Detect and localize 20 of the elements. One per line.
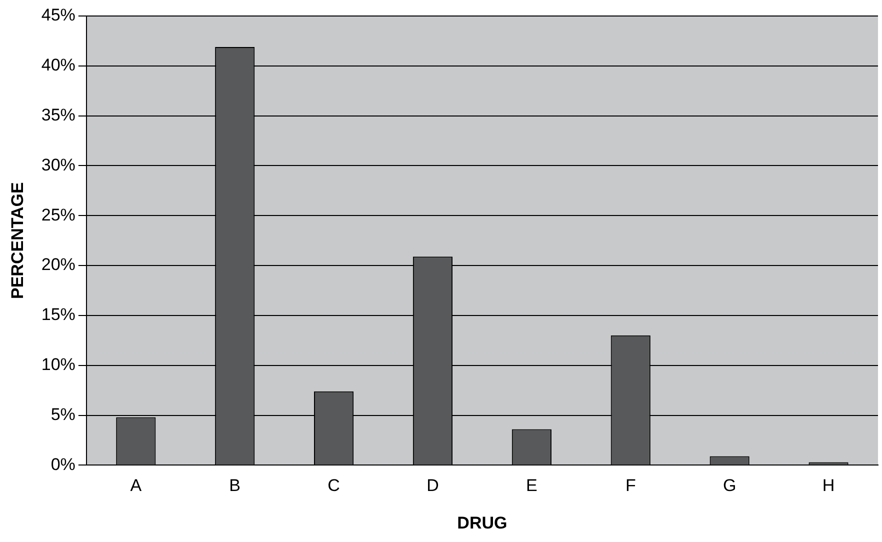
y-tick-label: 35%	[41, 106, 76, 125]
y-axis-title: PERCENTAGE	[8, 182, 27, 300]
x-tick-label: H	[822, 476, 835, 496]
x-axis-title: DRUG	[457, 513, 508, 532]
x-tick-label: D	[426, 476, 439, 496]
x-tick-label: B	[229, 476, 241, 496]
y-tick-label: 10%	[41, 355, 76, 374]
y-tick-label: 40%	[41, 56, 76, 75]
y-tick-label: 0%	[50, 454, 76, 474]
y-tick-label: 5%	[50, 404, 76, 424]
x-tick-label: A	[130, 476, 142, 496]
x-tick-label: E	[526, 476, 538, 496]
y-tick-label: 30%	[41, 155, 76, 174]
y-tick-label: 15%	[41, 305, 76, 324]
x-tick-label: G	[722, 476, 736, 496]
y-tick-label: 20%	[41, 255, 76, 274]
y-tick-label: 25%	[41, 205, 76, 224]
x-tick-label: F	[625, 476, 636, 496]
x-tick-label: C	[328, 476, 340, 496]
y-tick-label: 45%	[41, 6, 76, 25]
